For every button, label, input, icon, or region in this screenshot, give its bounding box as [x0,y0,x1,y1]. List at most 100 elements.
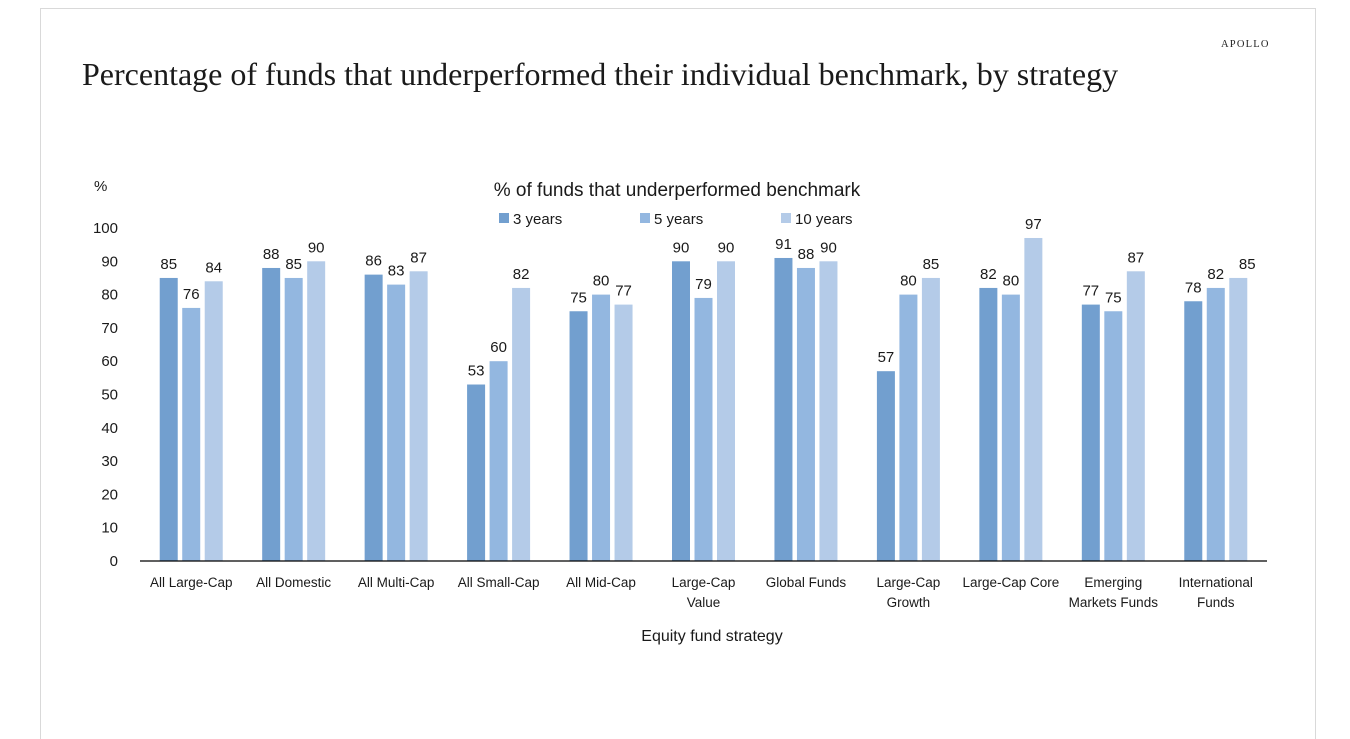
bar [569,311,588,561]
legend-swatch [640,213,650,223]
bar [1184,301,1203,561]
data-label: 80 [593,273,610,290]
bar [717,261,735,561]
bar [159,277,178,561]
data-label: 90 [718,239,735,256]
bar [899,294,918,561]
data-label: 53 [468,363,485,380]
y-tick-label: 60 [101,353,118,370]
x-tick-label: Global Funds [766,575,847,590]
x-tick-label: Growth [887,595,931,610]
data-label: 79 [695,276,712,293]
data-label: 77 [1082,283,1099,300]
y-axis-label: % [94,178,107,195]
bar [1081,304,1100,561]
data-label: 85 [285,256,302,273]
y-tick-label: 0 [110,553,118,570]
legend-swatch [499,213,509,223]
bar [182,307,201,561]
data-label: 90 [820,239,837,256]
x-tick-label: All Large-Cap [150,575,233,590]
x-tick-label: International [1179,575,1253,590]
data-label: 91 [775,236,792,253]
bar [1229,277,1248,561]
data-label: 87 [410,249,427,266]
legend-label: 3 years [513,211,562,228]
data-label: 84 [205,259,222,276]
x-tick-label: Large-Cap [672,575,736,590]
data-label: 90 [673,239,690,256]
bar [512,287,531,561]
bar [409,271,428,561]
bar [387,284,406,561]
y-tick-label: 30 [101,453,118,470]
bar [592,294,611,561]
bar [1126,271,1145,561]
legend-label: 5 years [654,211,703,228]
bar-chart: % of funds that underperformed benchmark… [93,178,1267,645]
bar [1001,294,1020,561]
data-label: 78 [1185,279,1202,296]
bar [672,261,690,561]
data-label: 60 [490,339,507,356]
bar [1206,287,1225,561]
y-tick-label: 90 [101,253,118,270]
bar [467,384,486,561]
y-tick-label: 70 [101,320,118,337]
y-tick-label: 80 [101,287,118,304]
x-axis-label: Equity fund strategy [641,628,782,645]
x-tick-label: Large-Cap [877,575,941,590]
x-tick-label: Markets Funds [1069,595,1159,610]
bar [204,281,223,561]
data-label: 82 [1207,266,1224,283]
x-tick-label: All Multi-Cap [358,575,435,590]
data-label: 97 [1025,216,1042,233]
y-tick-label: 10 [101,520,118,537]
x-tick-label: Large-Cap Core [962,575,1059,590]
x-tick-label: All Domestic [256,575,331,590]
legend-swatch [781,213,791,223]
chart-title: % of funds that underperformed benchmark [494,180,861,201]
data-label: 80 [1003,273,1020,290]
data-label: 82 [980,266,997,283]
y-tick-label: 20 [101,486,118,503]
bar [979,287,998,561]
data-label: 57 [878,349,895,366]
x-tick-label: Emerging [1084,575,1142,590]
data-label: 85 [160,256,177,273]
data-label: 90 [308,239,325,256]
data-label: 86 [365,253,382,270]
data-label: 76 [183,286,200,303]
legend-label: 10 years [795,211,853,228]
data-label: 83 [388,263,405,280]
bar [262,267,281,561]
bar [876,371,895,561]
data-label: 85 [923,256,940,273]
x-tick-label: All Small-Cap [458,575,540,590]
bar [284,277,303,561]
data-label: 87 [1127,249,1144,266]
data-label: 88 [263,246,280,263]
x-tick-label: Value [687,595,721,610]
bar [921,277,940,561]
data-label: 85 [1239,256,1256,273]
bar [307,261,326,561]
bar [796,267,815,561]
data-label: 75 [570,289,587,306]
bar [774,257,793,561]
page-title: Percentage of funds that underperformed … [82,56,1119,92]
bar [614,304,633,561]
data-label: 77 [615,283,632,300]
data-label: 80 [900,273,917,290]
bar [694,297,713,561]
bar [819,261,838,561]
brand-logo-text: APOLLO [1221,39,1270,50]
x-tick-label: Funds [1197,595,1235,610]
y-tick-label: 40 [101,420,118,437]
data-label: 88 [798,246,815,263]
data-label: 82 [513,266,530,283]
y-tick-label: 50 [101,387,118,404]
bar [1024,237,1043,562]
bar [1104,311,1123,561]
bar [489,361,508,561]
